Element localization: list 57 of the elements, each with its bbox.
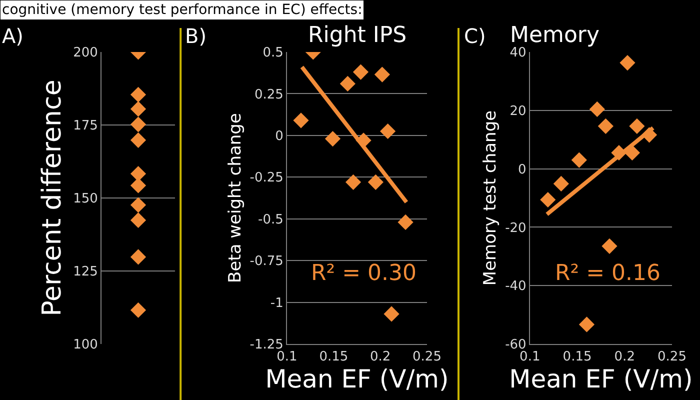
y-tick-label: 0.25: [254, 87, 284, 102]
y-tick-label: 0: [275, 128, 284, 144]
x-tick-label: 0.15: [319, 350, 348, 365]
point: [540, 192, 556, 208]
annotation: R² = 0.30: [311, 261, 417, 286]
x-tick-label: 0.1: [276, 350, 298, 365]
point: [380, 123, 396, 140]
text: B): [185, 24, 207, 48]
chart-title: Right IPS: [308, 23, 407, 48]
y-axis-title: Memory test change: [480, 110, 501, 286]
chart-title: Memory: [510, 23, 600, 48]
point: [340, 76, 356, 92]
point: [374, 66, 390, 82]
x-tick-label: 0.15: [562, 350, 592, 365]
y-tick-label: 20: [510, 104, 526, 119]
point: [384, 306, 400, 322]
y-tick-label: -0.25: [250, 170, 284, 186]
x-tick-label: 0.1: [520, 350, 540, 365]
y-tick-label: 100: [73, 338, 98, 353]
point: [398, 214, 414, 230]
y-tick-label: -20: [505, 220, 526, 236]
y-tick-label: 40: [510, 46, 526, 61]
text: C): [464, 24, 486, 48]
x-tick-label: 0.2: [370, 350, 391, 365]
point: [578, 316, 595, 332]
y-tick-label: -1: [270, 296, 284, 311]
point: [352, 64, 369, 80]
y-axis-title: Beta weight change: [225, 113, 246, 283]
y-tick-label: -0.75: [250, 254, 284, 270]
y-axis-title: Percent difference: [37, 80, 68, 316]
y-tick-label: 0.5: [262, 46, 284, 61]
x-tick-label: 0.25: [412, 350, 442, 365]
point: [602, 238, 618, 254]
y-tick-label: 175: [73, 118, 98, 134]
point: [629, 118, 645, 134]
annotation: R² = 0.16: [555, 261, 661, 286]
point: [345, 174, 362, 190]
text: cognitive (memory test performance in EC) effects:: [2, 2, 362, 18]
x-tick-label: 0.25: [658, 350, 686, 365]
y-tick-label: 125: [73, 264, 98, 280]
x-axis-title: Mean EF (V/m): [509, 364, 693, 394]
y-tick-label: 0: [518, 162, 526, 178]
point: [571, 152, 587, 168]
point: [553, 176, 569, 192]
y-tick-label: -40: [505, 279, 526, 294]
x-tick-label: 0.2: [614, 350, 635, 365]
point: [368, 174, 384, 190]
y-tick-label: -0.5: [258, 212, 284, 228]
point: [324, 130, 341, 147]
text: A): [2, 24, 24, 48]
point: [598, 118, 614, 134]
y-tick-label: 200: [73, 46, 98, 61]
point: [293, 112, 309, 128]
y-tick-label: 150: [73, 192, 98, 207]
point: [620, 55, 636, 71]
point: [589, 101, 605, 118]
x-axis-title: Mean EF (V/m): [265, 364, 449, 394]
